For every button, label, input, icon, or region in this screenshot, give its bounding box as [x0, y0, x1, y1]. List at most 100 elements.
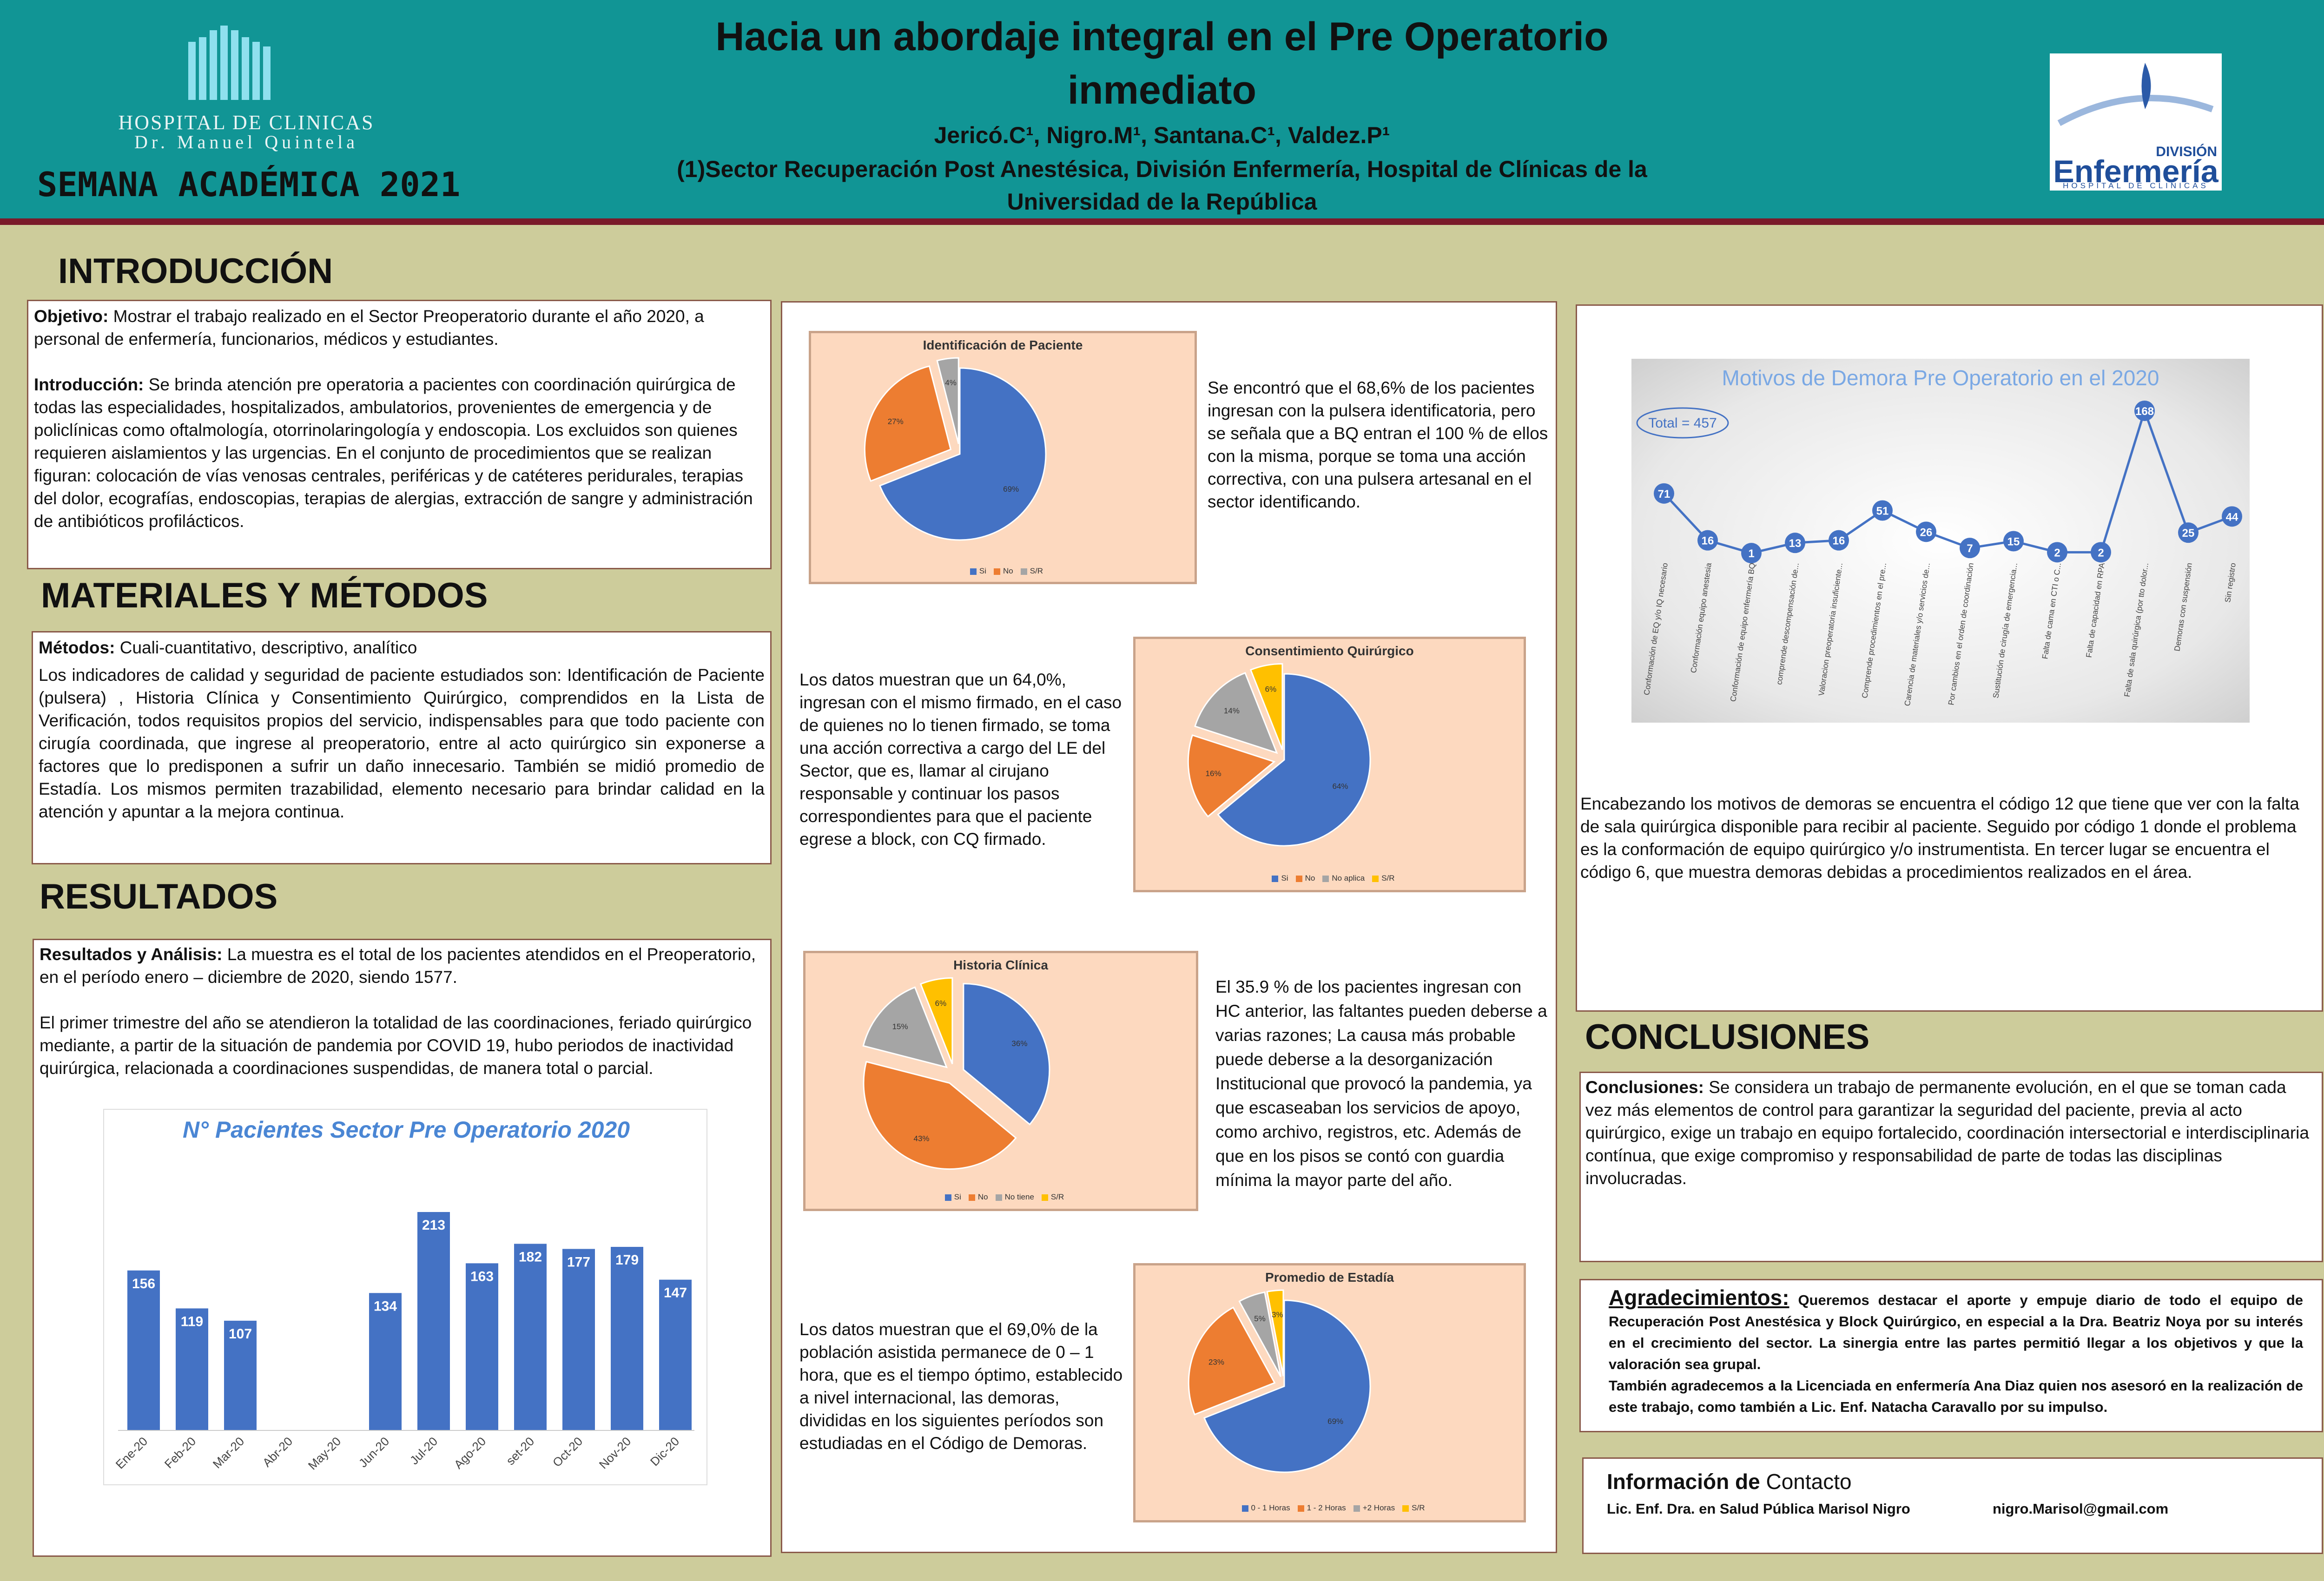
pie-slice-label: 43% [914, 1134, 930, 1143]
bar-category-label: Jun-20 [356, 1434, 392, 1470]
legend-swatch [994, 568, 1001, 575]
line-point-label: 25 [2182, 527, 2195, 540]
contact-label: Información de Contacto [1607, 1469, 1852, 1494]
bar-value-label: 163 [470, 1269, 494, 1284]
contact-name: Lic. Enf. Dra. en Salud Pública Marisol … [1607, 1501, 1910, 1517]
legend-swatch [995, 1194, 1002, 1201]
pie-panel-identificacion: Identificación de Paciente 69% 27% 4% Si No… [809, 331, 1197, 584]
pie-slice-label: 69% [1327, 1417, 1343, 1426]
hospital-name: HOSPITAL DE CLINICAS [118, 111, 375, 134]
line-point [2003, 531, 2024, 552]
line-point-label: 51 [1876, 505, 1889, 518]
intro-objetivo: Objetivo: Mostrar el trabajo realizado e… [34, 307, 704, 349]
bar [514, 1244, 547, 1430]
line-point [1697, 530, 1718, 551]
line-point [1872, 500, 1893, 521]
thanks-box: Agradecimientos: Queremos destacar el ap… [1579, 1279, 2323, 1432]
pie-slice [963, 983, 1050, 1126]
line-point [2047, 542, 2067, 563]
bar-category-label: Dic-20 [647, 1434, 682, 1469]
contact-email[interactable]: nigro.Marisol@gmail.com [1993, 1501, 2169, 1517]
line-point-label: 168 [2135, 405, 2154, 418]
text-estadia: Los datos muestran que el 69,0% de la po… [799, 1320, 1123, 1453]
legend-label: 0 - 1 Horas [1251, 1503, 1290, 1512]
line-category-label: Falta de capacidad en RPA [2085, 562, 2107, 658]
bar-chart-panel: N° Pacientes Sector Pre Operatorio 2020 … [103, 1109, 707, 1485]
line-point-label: 44 [2226, 511, 2238, 523]
legend-label: Si [954, 1192, 961, 1201]
header-divider [0, 218, 2324, 225]
line-point [1916, 521, 1936, 542]
bar-category-label: set-20 [503, 1434, 537, 1468]
bar [466, 1263, 498, 1430]
line-point-label: 15 [2007, 536, 2020, 548]
pie-slice-label: 16% [1206, 769, 1221, 778]
bar-category-label: Ene-20 [113, 1434, 150, 1471]
bar-category-label: Jul-20 [407, 1434, 440, 1467]
legend-swatch [1020, 568, 1027, 575]
line-point [2091, 542, 2111, 563]
legend-swatch [1295, 875, 1302, 882]
line-chart-panel: Motivos de Demora Pre Operatorio en el 2… [1631, 359, 2250, 723]
line-point [1785, 533, 1805, 553]
pie-slice-label: 3% [1272, 1310, 1283, 1319]
conclusions-heading: CONCLUSIONES [1585, 1017, 1870, 1057]
pie-legend-historia: Si No No tiene S/R [805, 1192, 1196, 1202]
pie-panel-consentimiento: Consentimiento Quirúrgico 64% 16% 14% 6% Si… [1133, 637, 1526, 892]
pie-slice-label: 4% [945, 378, 957, 387]
pie-legend-consentimiento: Si No No aplica S/R [1136, 874, 1524, 883]
legend-label: S/R [1381, 874, 1395, 883]
bar-value-label: 182 [519, 1249, 542, 1265]
legend-label: No [1003, 567, 1013, 575]
bar-chart-title: N° Pacientes Sector Pre Operatorio 2020 [182, 1117, 630, 1143]
bar-value-label: 119 [181, 1314, 203, 1329]
line-series [1663, 407, 2232, 554]
line-point [1829, 530, 1849, 551]
legend-label: No [977, 1192, 988, 1201]
text-identificacion: Se encontró que el 68,6% de los paciente… [1208, 378, 1548, 511]
total-annotation: Total = 457 [1648, 415, 1717, 431]
legend-swatch [1402, 1505, 1409, 1512]
line-category-label: Comprende procedimientos en el pre... [1860, 562, 1888, 699]
line-point [1960, 538, 1980, 559]
bar-category-label: Ago-20 [451, 1434, 489, 1471]
bar-value-label: 147 [664, 1285, 687, 1301]
line-point [1741, 543, 1762, 564]
line-category-label: Sin registro [2223, 562, 2238, 603]
line-point [2134, 401, 2155, 421]
bar-category-label: Oct-20 [550, 1434, 585, 1469]
pie-chart-historia: 36% 43% 15% 6% [862, 977, 1050, 1170]
legend-swatch [1272, 875, 1279, 882]
results-text: El primer trimestre del año se atendiero… [40, 1013, 752, 1078]
line-category-label: Falta de cama en CTI o C... [2040, 562, 2063, 659]
pie-slice-label: 14% [1224, 706, 1240, 715]
pie-slice-label: 15% [892, 1022, 908, 1031]
legend-swatch [968, 1194, 975, 1201]
line-point-label: 26 [1920, 526, 1933, 539]
legend-label: +2 Horas [1362, 1503, 1395, 1512]
bar [369, 1293, 402, 1430]
pie-slice-label: 5% [1254, 1314, 1266, 1323]
line-category-label: Por cambios en el orden de coordinación [1947, 562, 1975, 706]
bar-chart: 156 Ene-20 119 Feb-20 107 Mar-20 Abr-20 May-20 1… [113, 1212, 694, 1473]
bar-value-label: 213 [422, 1218, 445, 1233]
legend-swatch [1241, 1505, 1248, 1512]
bar-value-label: 156 [132, 1276, 155, 1291]
line-point [2222, 506, 2242, 527]
bar [562, 1249, 595, 1430]
affiliation-line1: (1)Sector Recuperación Post Anestésica, … [677, 156, 1647, 182]
bar-category-label: May-20 [305, 1434, 344, 1473]
legend-label: S/R [1412, 1503, 1425, 1512]
bar-category-label: Feb-20 [162, 1434, 198, 1471]
intro-heading: INTRODUCCIÓN [58, 251, 333, 291]
pie-slice [862, 986, 948, 1068]
bar-value-label: 177 [567, 1254, 590, 1270]
thanks-text1: Agradecimientos: Queremos destacar el ap… [1609, 1285, 2303, 1372]
pie-slice [1266, 1289, 1284, 1377]
pie-slice-label: 64% [1333, 782, 1348, 791]
logo-division: DIVISIÓN [2156, 144, 2217, 159]
bar-value-label: 107 [229, 1326, 252, 1342]
pie-slice-label: 36% [1011, 1039, 1027, 1048]
bar-category-label: Abr-20 [260, 1434, 295, 1469]
line-point [2178, 522, 2199, 543]
